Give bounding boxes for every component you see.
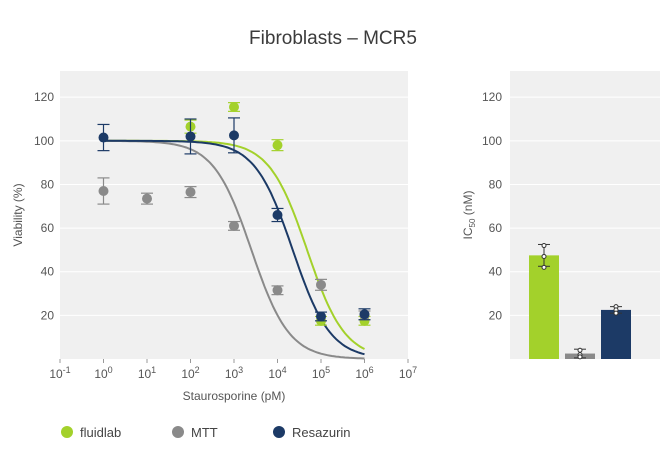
data-point-resazurin xyxy=(271,207,284,223)
y-tick-label: 120 xyxy=(34,90,54,104)
legend-item-resazurin: Resazurin xyxy=(273,425,351,440)
x-tick-label: 107 xyxy=(399,365,417,381)
data-point-fluidlab xyxy=(271,139,284,152)
x-tick-label: 106 xyxy=(355,365,373,381)
point-marker xyxy=(359,309,370,320)
ic50-axis-label: IC50 (nM) xyxy=(461,191,477,240)
data-point-resazurin xyxy=(97,123,110,152)
point-marker xyxy=(98,132,109,143)
y-tick-label: 60 xyxy=(41,221,55,235)
replicate-dot xyxy=(577,354,583,360)
x-tick-label: 104 xyxy=(268,365,286,381)
x-axis-label: Staurosporine (pM) xyxy=(183,389,286,403)
legend-item-mtt: MTT xyxy=(172,425,218,440)
bar-rect xyxy=(601,309,631,359)
x-tick-label: 10-1 xyxy=(49,365,70,381)
data-point-mtt xyxy=(315,278,327,291)
y-tick-label: 60 xyxy=(489,221,503,235)
legend-marker xyxy=(273,426,285,438)
y-tick-label: 20 xyxy=(41,308,55,322)
y-tick-label: 80 xyxy=(489,177,503,191)
data-point-mtt xyxy=(184,186,197,199)
point-marker xyxy=(272,140,283,151)
replicate-dot xyxy=(613,310,619,316)
replicate-dot xyxy=(541,264,547,270)
replicate-dot xyxy=(541,243,547,249)
replicate-dot xyxy=(577,347,583,353)
point-marker xyxy=(98,186,109,196)
y-axis-label: Viability (%) xyxy=(11,183,25,246)
data-points xyxy=(97,102,371,326)
data-point-mtt xyxy=(228,220,240,231)
x-tick-label: 103 xyxy=(225,365,243,381)
x-tick-label: 101 xyxy=(138,365,156,381)
x-tick-label: 100 xyxy=(94,365,112,381)
ic50-bars xyxy=(529,243,631,360)
point-marker xyxy=(316,279,326,290)
point-marker xyxy=(185,187,196,198)
point-marker xyxy=(142,193,152,204)
point-marker xyxy=(229,220,239,231)
y-tick-label: 80 xyxy=(41,177,55,191)
y-tick-label: 100 xyxy=(482,134,502,148)
legend-item-fluidlab: fluidlab xyxy=(61,425,121,440)
point-marker xyxy=(272,210,283,220)
bar-y-ticks: 20 40 60 80 100 120 xyxy=(482,90,502,322)
point-marker xyxy=(185,131,196,142)
data-point-mtt xyxy=(97,177,110,205)
ic50-bar-fluidlab xyxy=(529,243,559,359)
point-marker xyxy=(229,130,239,141)
data-point-resazurin xyxy=(228,117,240,154)
legend-label: MTT xyxy=(191,425,218,440)
legend-label: fluidlab xyxy=(80,425,121,440)
data-point-mtt xyxy=(271,285,284,296)
data-point-resazurin xyxy=(315,311,327,322)
chart-title: Fibroblasts – MCR5 xyxy=(249,28,417,49)
legend-label: Resazurin xyxy=(292,425,351,440)
data-point-resazurin xyxy=(184,118,197,155)
point-marker xyxy=(316,311,326,322)
x-tick-label: 105 xyxy=(312,365,330,381)
bar-rect xyxy=(529,255,559,359)
y-tick-label: 40 xyxy=(41,265,55,279)
y-tick-label: 120 xyxy=(482,90,502,104)
ic50-bar-resazurin xyxy=(601,304,631,359)
ic50-bar-mtt xyxy=(565,347,595,360)
legend-marker xyxy=(61,426,73,438)
data-point-fluidlab xyxy=(228,102,240,112)
x-tick-label: 102 xyxy=(181,365,199,381)
y-tick-label: 100 xyxy=(34,134,54,148)
y-tick-label: 40 xyxy=(489,265,503,279)
scatter-x-ticks: 10-1 100 101 102 103 104 105 106 107 xyxy=(49,359,417,381)
data-point-resazurin xyxy=(358,308,371,321)
point-marker xyxy=(229,102,239,112)
y-tick-label: 20 xyxy=(489,308,503,322)
legend-marker xyxy=(172,426,184,438)
point-marker xyxy=(272,285,283,296)
legend: fluidlab MTT Resazurin xyxy=(61,425,351,440)
scatter-y-ticks: 20 40 60 80 100 120 xyxy=(34,90,54,322)
data-point-mtt xyxy=(141,192,153,205)
replicate-dot xyxy=(541,253,547,259)
